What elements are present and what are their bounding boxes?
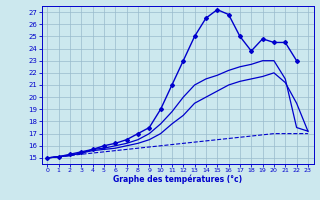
X-axis label: Graphe des températures (°c): Graphe des températures (°c) — [113, 175, 242, 184]
